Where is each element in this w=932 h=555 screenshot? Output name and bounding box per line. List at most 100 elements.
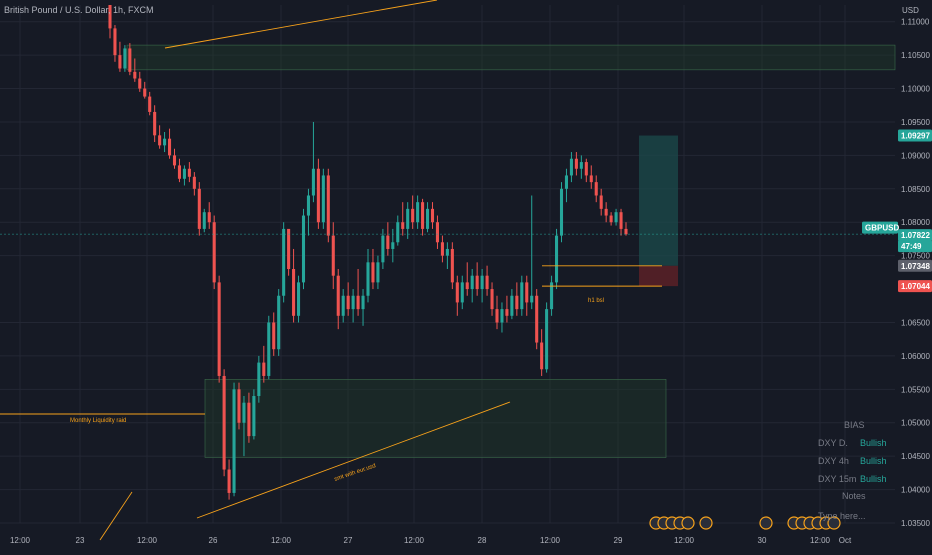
candle-body[interactable] xyxy=(426,208,430,229)
candle[interactable] xyxy=(550,275,554,316)
candle[interactable] xyxy=(386,222,390,256)
candle-body[interactable] xyxy=(589,175,593,183)
candle-body[interactable] xyxy=(331,235,335,276)
candle-body[interactable] xyxy=(232,389,236,493)
candle-body[interactable] xyxy=(475,275,479,290)
candle[interactable] xyxy=(619,208,623,236)
candle-body[interactable] xyxy=(143,88,147,97)
candle-body[interactable] xyxy=(118,55,122,69)
candle[interactable] xyxy=(346,282,350,316)
candle-body[interactable] xyxy=(550,282,554,310)
candle-body[interactable] xyxy=(386,235,390,249)
candle-body[interactable] xyxy=(480,275,484,290)
candle[interactable] xyxy=(485,265,489,296)
candle-body[interactable] xyxy=(599,195,603,209)
candle[interactable] xyxy=(371,248,375,290)
candle-body[interactable] xyxy=(445,248,449,256)
candle[interactable] xyxy=(445,242,449,270)
candle[interactable] xyxy=(197,182,201,236)
candle-body[interactable] xyxy=(411,208,415,223)
candle-body[interactable] xyxy=(490,289,494,310)
candle[interactable] xyxy=(510,289,514,320)
candle-body[interactable] xyxy=(113,28,117,56)
candle[interactable] xyxy=(212,215,216,290)
candle[interactable] xyxy=(187,162,191,183)
notes-input[interactable]: Type here... xyxy=(818,511,866,521)
candle-body[interactable] xyxy=(182,168,186,179)
candle[interactable] xyxy=(609,212,613,226)
candle[interactable] xyxy=(182,165,186,186)
candle[interactable] xyxy=(559,182,564,243)
candle-body[interactable] xyxy=(366,262,370,296)
candle-body[interactable] xyxy=(222,375,226,470)
candle-body[interactable] xyxy=(207,212,211,223)
candle-body[interactable] xyxy=(311,168,315,196)
candle-body[interactable] xyxy=(272,322,276,350)
candle-body[interactable] xyxy=(515,295,519,310)
candle[interactable] xyxy=(336,269,340,330)
candle[interactable] xyxy=(148,91,152,116)
candle[interactable] xyxy=(247,392,251,443)
candle-body[interactable] xyxy=(406,208,410,229)
candle-body[interactable] xyxy=(535,295,539,343)
candle[interactable] xyxy=(435,215,439,249)
candle[interactable] xyxy=(356,269,360,316)
candle-body[interactable] xyxy=(163,138,167,146)
flag-icon[interactable] xyxy=(699,516,713,530)
candle[interactable] xyxy=(465,262,469,296)
candle[interactable] xyxy=(475,262,479,296)
candle[interactable] xyxy=(138,71,142,92)
candle[interactable] xyxy=(361,289,365,326)
candle-body[interactable] xyxy=(604,208,608,216)
candle[interactable] xyxy=(326,168,330,243)
candle-body[interactable] xyxy=(485,275,489,290)
candle-body[interactable] xyxy=(564,175,568,189)
candle-body[interactable] xyxy=(346,295,350,310)
candle[interactable] xyxy=(158,125,162,149)
candle-body[interactable] xyxy=(227,469,231,493)
candle-body[interactable] xyxy=(430,208,435,223)
candle[interactable] xyxy=(331,222,335,290)
candle[interactable] xyxy=(316,158,320,229)
candle[interactable] xyxy=(589,165,593,189)
candle[interactable] xyxy=(282,222,286,303)
candle[interactable] xyxy=(297,275,301,323)
candle-body[interactable] xyxy=(267,322,271,376)
flag-icon[interactable] xyxy=(759,516,773,530)
candle[interactable] xyxy=(594,175,598,203)
candle[interactable] xyxy=(411,195,415,229)
candle-body[interactable] xyxy=(262,362,266,376)
candle-body[interactable] xyxy=(470,275,474,290)
candle[interactable] xyxy=(505,295,509,323)
candle-body[interactable] xyxy=(520,282,524,310)
candle[interactable] xyxy=(406,202,410,239)
candle-body[interactable] xyxy=(574,158,578,169)
candle[interactable] xyxy=(242,396,246,457)
candle-body[interactable] xyxy=(123,48,127,69)
candle-body[interactable] xyxy=(396,222,400,243)
candle[interactable] xyxy=(480,269,484,303)
candle-body[interactable] xyxy=(172,155,177,166)
candle-body[interactable] xyxy=(351,295,355,310)
candle-body[interactable] xyxy=(624,228,628,235)
candle[interactable] xyxy=(222,369,226,477)
candle[interactable] xyxy=(381,228,385,270)
candle-body[interactable] xyxy=(158,135,162,146)
candle[interactable] xyxy=(351,289,355,323)
candle[interactable] xyxy=(177,158,181,183)
candle-body[interactable] xyxy=(391,242,395,249)
candle-body[interactable] xyxy=(297,282,301,316)
candle-body[interactable] xyxy=(495,309,499,323)
candle-body[interactable] xyxy=(545,309,549,370)
candle-body[interactable] xyxy=(321,175,325,223)
candle-body[interactable] xyxy=(257,362,261,397)
candle[interactable] xyxy=(366,248,370,303)
candle[interactable] xyxy=(292,248,296,323)
candle-body[interactable] xyxy=(133,71,137,79)
flag-icon[interactable] xyxy=(827,516,841,530)
candle[interactable] xyxy=(153,105,157,143)
candle[interactable] xyxy=(569,152,573,183)
candle[interactable] xyxy=(143,81,147,99)
candle[interactable] xyxy=(237,382,241,430)
